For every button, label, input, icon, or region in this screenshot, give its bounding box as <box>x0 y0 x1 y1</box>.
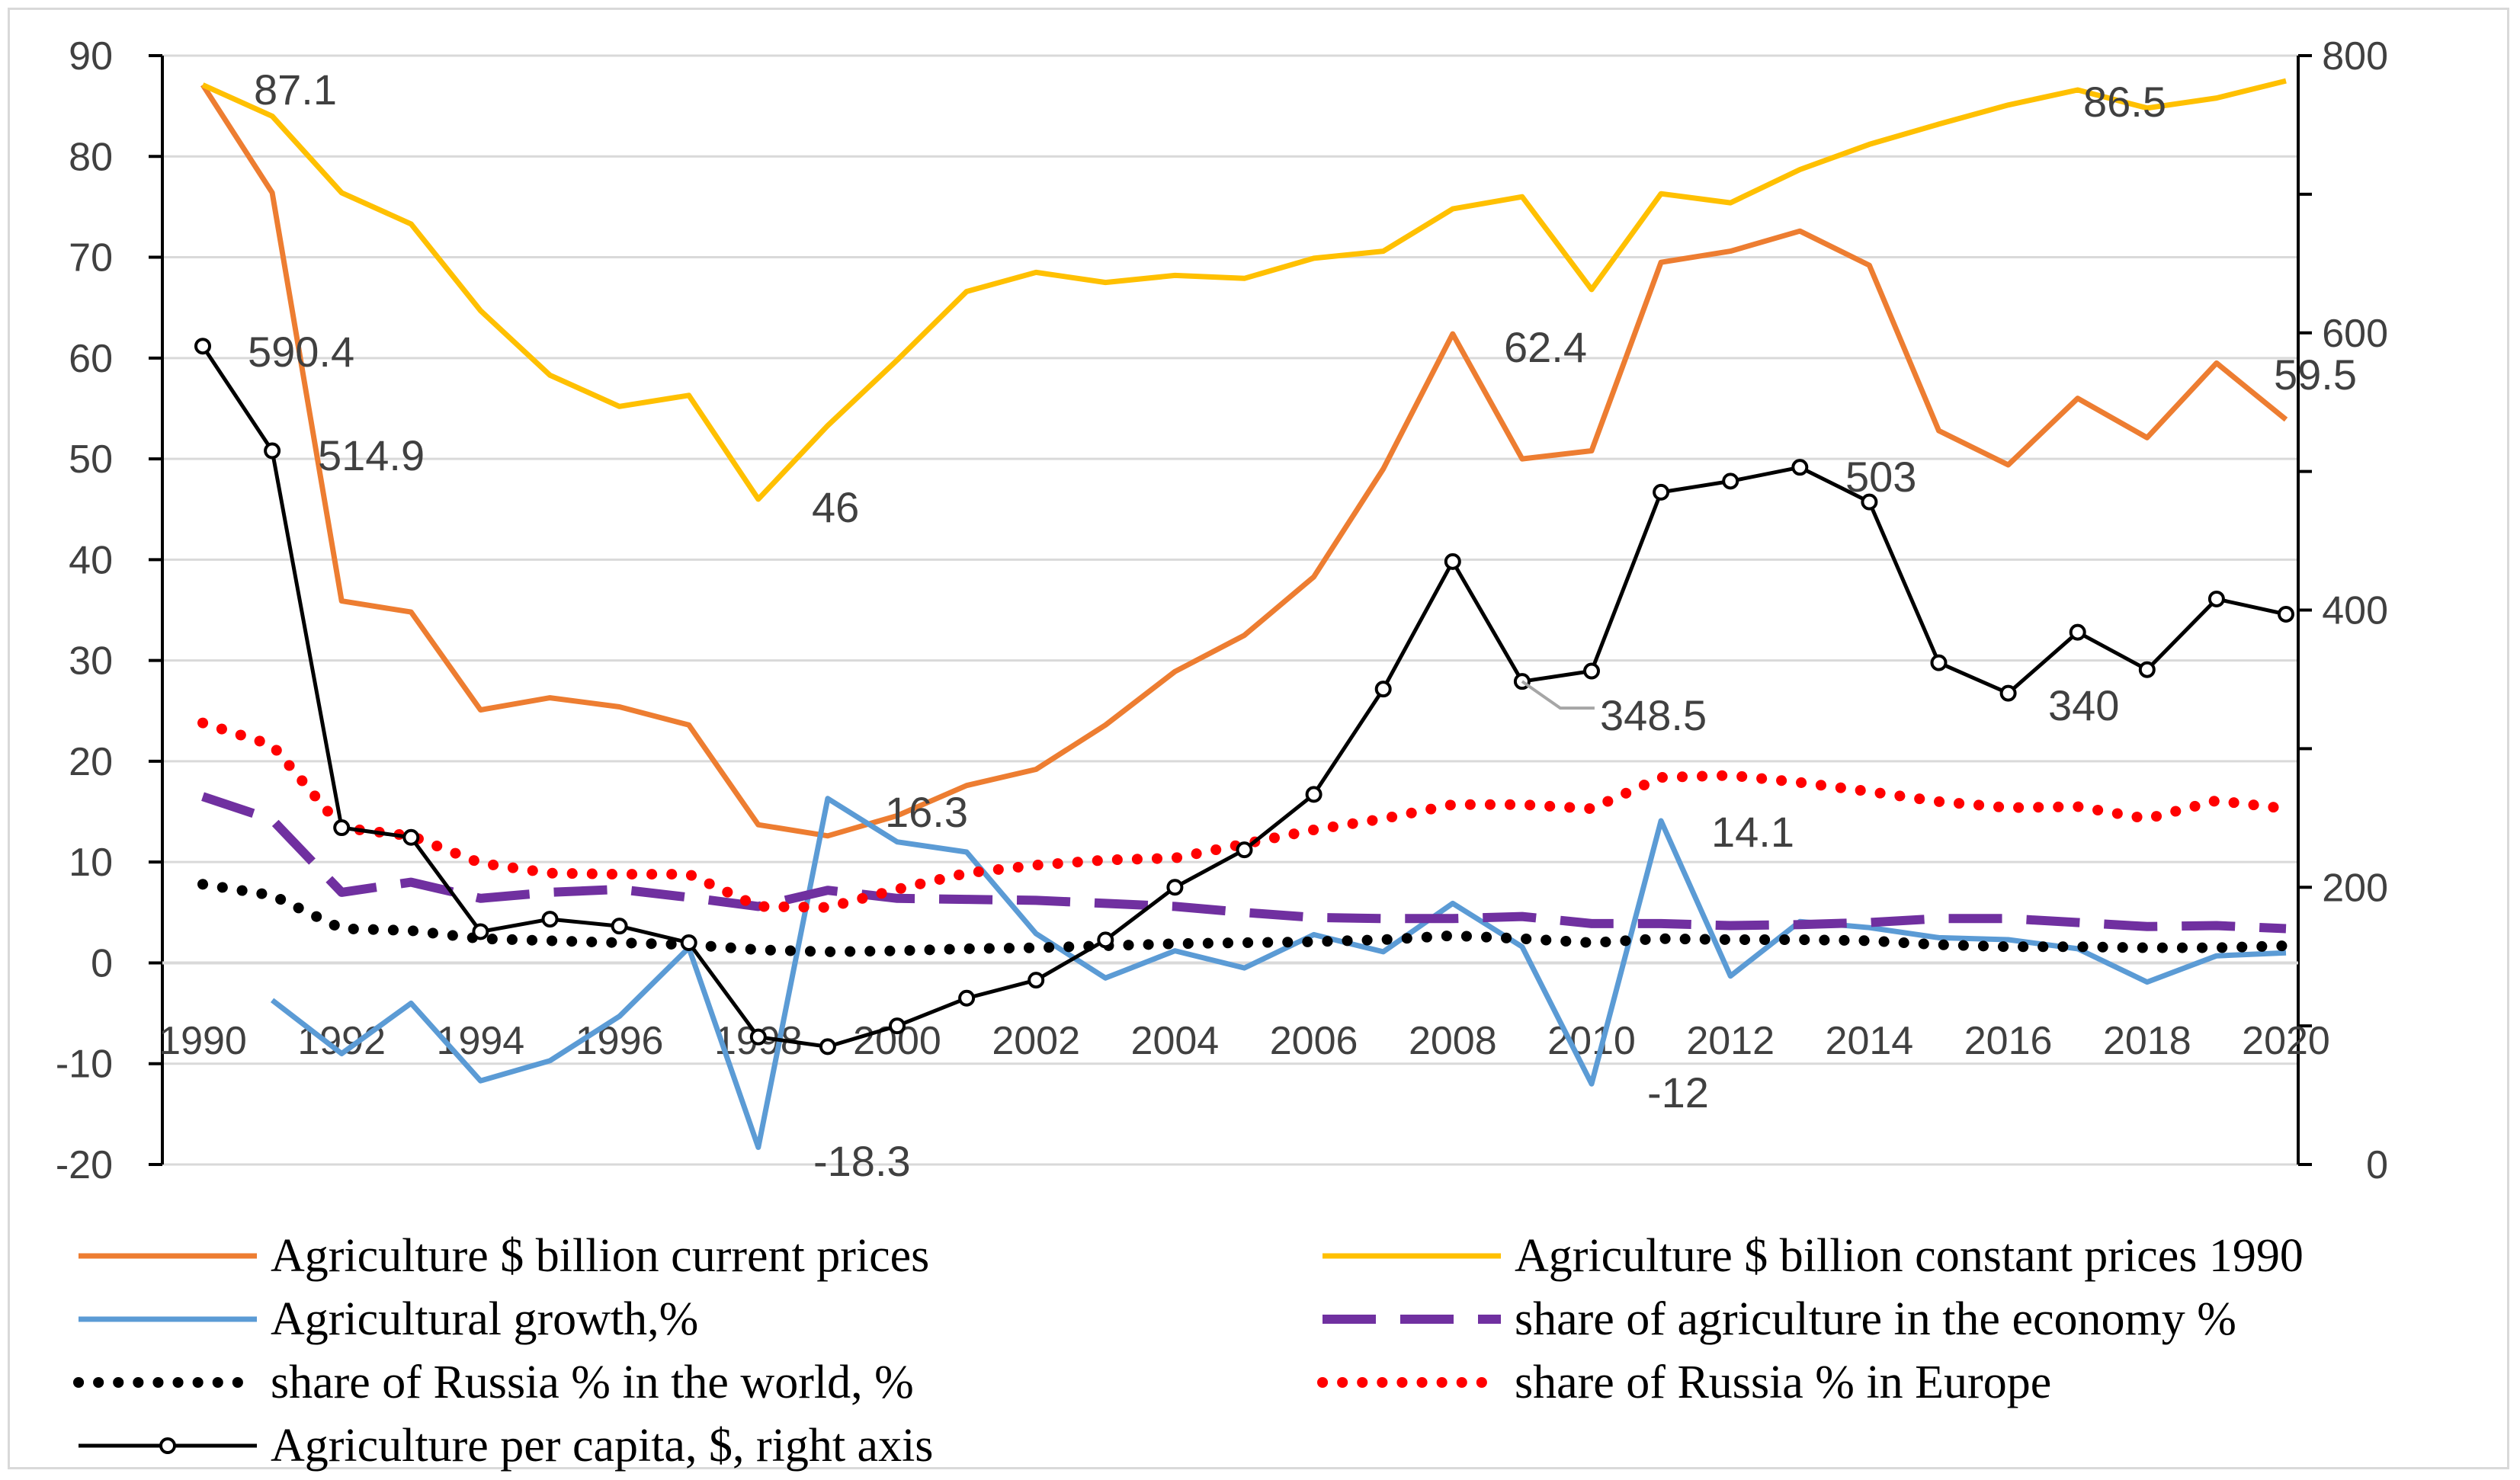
y-left-tick-label: 30 <box>69 639 113 684</box>
label-leader-line <box>1521 680 1595 710</box>
data-label: 348.5 <box>1600 691 1707 739</box>
data-label: 503 <box>1845 453 1916 501</box>
per-capita-marker <box>2069 623 2086 641</box>
legend-label-3: share of agriculture in the economy % <box>1515 1293 2236 1345</box>
data-label: 16.3 <box>885 788 968 836</box>
y-left-tick-label: 20 <box>69 740 113 784</box>
per-capita-marker <box>472 923 489 940</box>
data-label: 46 <box>812 483 859 531</box>
y-left-tick-label: 10 <box>69 841 113 885</box>
data-label: 62.4 <box>1504 323 1587 371</box>
x-tick-label: 2002 <box>992 1019 1080 1063</box>
y-left-tick-label: -20 <box>56 1143 113 1187</box>
y-right-tick-label: 200 <box>2322 866 2388 910</box>
chart-frame: 90 80 70 60 50 40 30 20 10 0 -10 -20 800 600 400 200 0 19… <box>8 8 2509 1472</box>
per-capita-marker <box>1166 879 1184 896</box>
data-label: 590.4 <box>248 328 354 376</box>
per-capita-marker <box>2138 661 2156 678</box>
per-capita-marker <box>1236 841 1253 859</box>
legend-label-1: Agriculture $ billion constant prices 19… <box>1515 1230 2304 1282</box>
y-left-tick-label: 90 <box>69 34 113 78</box>
per-capita-marker <box>889 1017 906 1035</box>
x-tick-label: 1994 <box>437 1019 525 1063</box>
per-capita-marker <box>1097 931 1114 949</box>
series-line-4 <box>197 879 2291 957</box>
data-labels: 87.1 86.5 46 62.4 59.5 16.3 -18.3 14.1 -12 590.4 5… <box>248 66 2357 1185</box>
per-capita-marker <box>402 828 420 846</box>
per-capita-marker <box>1305 786 1323 803</box>
y-left-tick-label: 40 <box>69 538 113 582</box>
x-tick-label: 2016 <box>1964 1019 2053 1063</box>
per-capita-marker <box>1444 553 1461 570</box>
per-capita-marker <box>1999 684 2017 702</box>
series-line-1 <box>201 78 2287 502</box>
data-label: 340 <box>2048 681 2119 729</box>
per-capita-marker <box>1028 972 1045 989</box>
data-label: 87.1 <box>254 66 337 114</box>
y-left-tick-label: -10 <box>56 1043 113 1087</box>
series-lines <box>197 78 2291 1150</box>
x-tick-label: 2020 <box>2242 1019 2330 1063</box>
line-chart: 90 80 70 60 50 40 30 20 10 0 -10 -20 800 600 400 200 0 19… <box>56 34 2388 1472</box>
data-label: 86.5 <box>2083 78 2166 126</box>
legend-label-4: share of Russia % in the world, % <box>271 1357 914 1408</box>
y-right-tick-label: 600 <box>2322 312 2388 356</box>
per-capita-marker <box>819 1038 836 1056</box>
legend-label-0: Agriculture $ billion current prices <box>271 1230 929 1282</box>
x-tick-label: 2014 <box>1826 1019 1914 1063</box>
per-capita-marker <box>333 819 351 837</box>
per-capita-marker <box>2207 590 2225 607</box>
legend: Agriculture $ billion current prices Agri… <box>73 1230 2304 1472</box>
y-left-tick-label: 60 <box>69 337 113 381</box>
series-markers <box>194 338 2294 1056</box>
per-capita-marker <box>194 338 211 355</box>
per-capita-marker <box>1722 473 1739 490</box>
per-capita-marker <box>958 989 976 1007</box>
data-label: -18.3 <box>813 1137 911 1185</box>
x-tick-label: 1990 <box>159 1019 247 1063</box>
per-capita-marker <box>680 934 697 951</box>
x-tick-label: 2006 <box>1270 1019 1358 1063</box>
per-capita-marker <box>541 911 559 928</box>
per-capita-marker <box>1930 654 1948 671</box>
per-capita-marker <box>1374 681 1392 698</box>
series-line-5 <box>197 717 2291 913</box>
per-capita-marker <box>1861 493 1878 511</box>
legend-label-2: Agricultural growth,% <box>271 1293 698 1345</box>
legend-label-6: Agriculture per capita, $, right axis <box>271 1420 933 1472</box>
x-tick-label: 2004 <box>1131 1019 1220 1063</box>
y-left-tick-label: 80 <box>69 135 113 179</box>
data-label: 59.5 <box>2274 351 2357 399</box>
legend-marker <box>159 1437 176 1454</box>
y-right-tick-label: 800 <box>2322 34 2388 78</box>
y-left-tick-label: 70 <box>69 236 113 280</box>
x-tick-label: 2018 <box>2103 1019 2191 1063</box>
series-line-2 <box>270 796 2287 1150</box>
per-capita-marker <box>2278 605 2294 623</box>
y-left-tick-label: 50 <box>69 437 113 482</box>
legend-label-5: share of Russia % in Europe <box>1515 1357 2051 1408</box>
y-right-tick-label: 0 <box>2366 1143 2388 1187</box>
per-capita-marker <box>749 1028 767 1046</box>
x-tick-label: 1992 <box>297 1019 386 1063</box>
y-left-tick-label: 0 <box>91 941 113 985</box>
data-label: 514.9 <box>318 431 425 479</box>
per-capita-marker <box>611 918 628 935</box>
y-right-tick-label: 400 <box>2322 589 2388 633</box>
gridlines <box>162 54 2298 1166</box>
series-line-0 <box>200 83 2288 839</box>
axes <box>149 54 2312 1166</box>
data-label: -12 <box>1647 1068 1709 1116</box>
per-capita-marker <box>264 442 281 460</box>
data-label: 14.1 <box>1711 808 1794 856</box>
x-tick-label: 2008 <box>1409 1019 1497 1063</box>
per-capita-marker <box>1653 483 1670 501</box>
x-tick-label: 1996 <box>575 1019 664 1063</box>
x-tick-label: 2012 <box>1686 1019 1775 1063</box>
per-capita-marker <box>1583 662 1600 680</box>
per-capita-marker <box>1791 459 1809 476</box>
